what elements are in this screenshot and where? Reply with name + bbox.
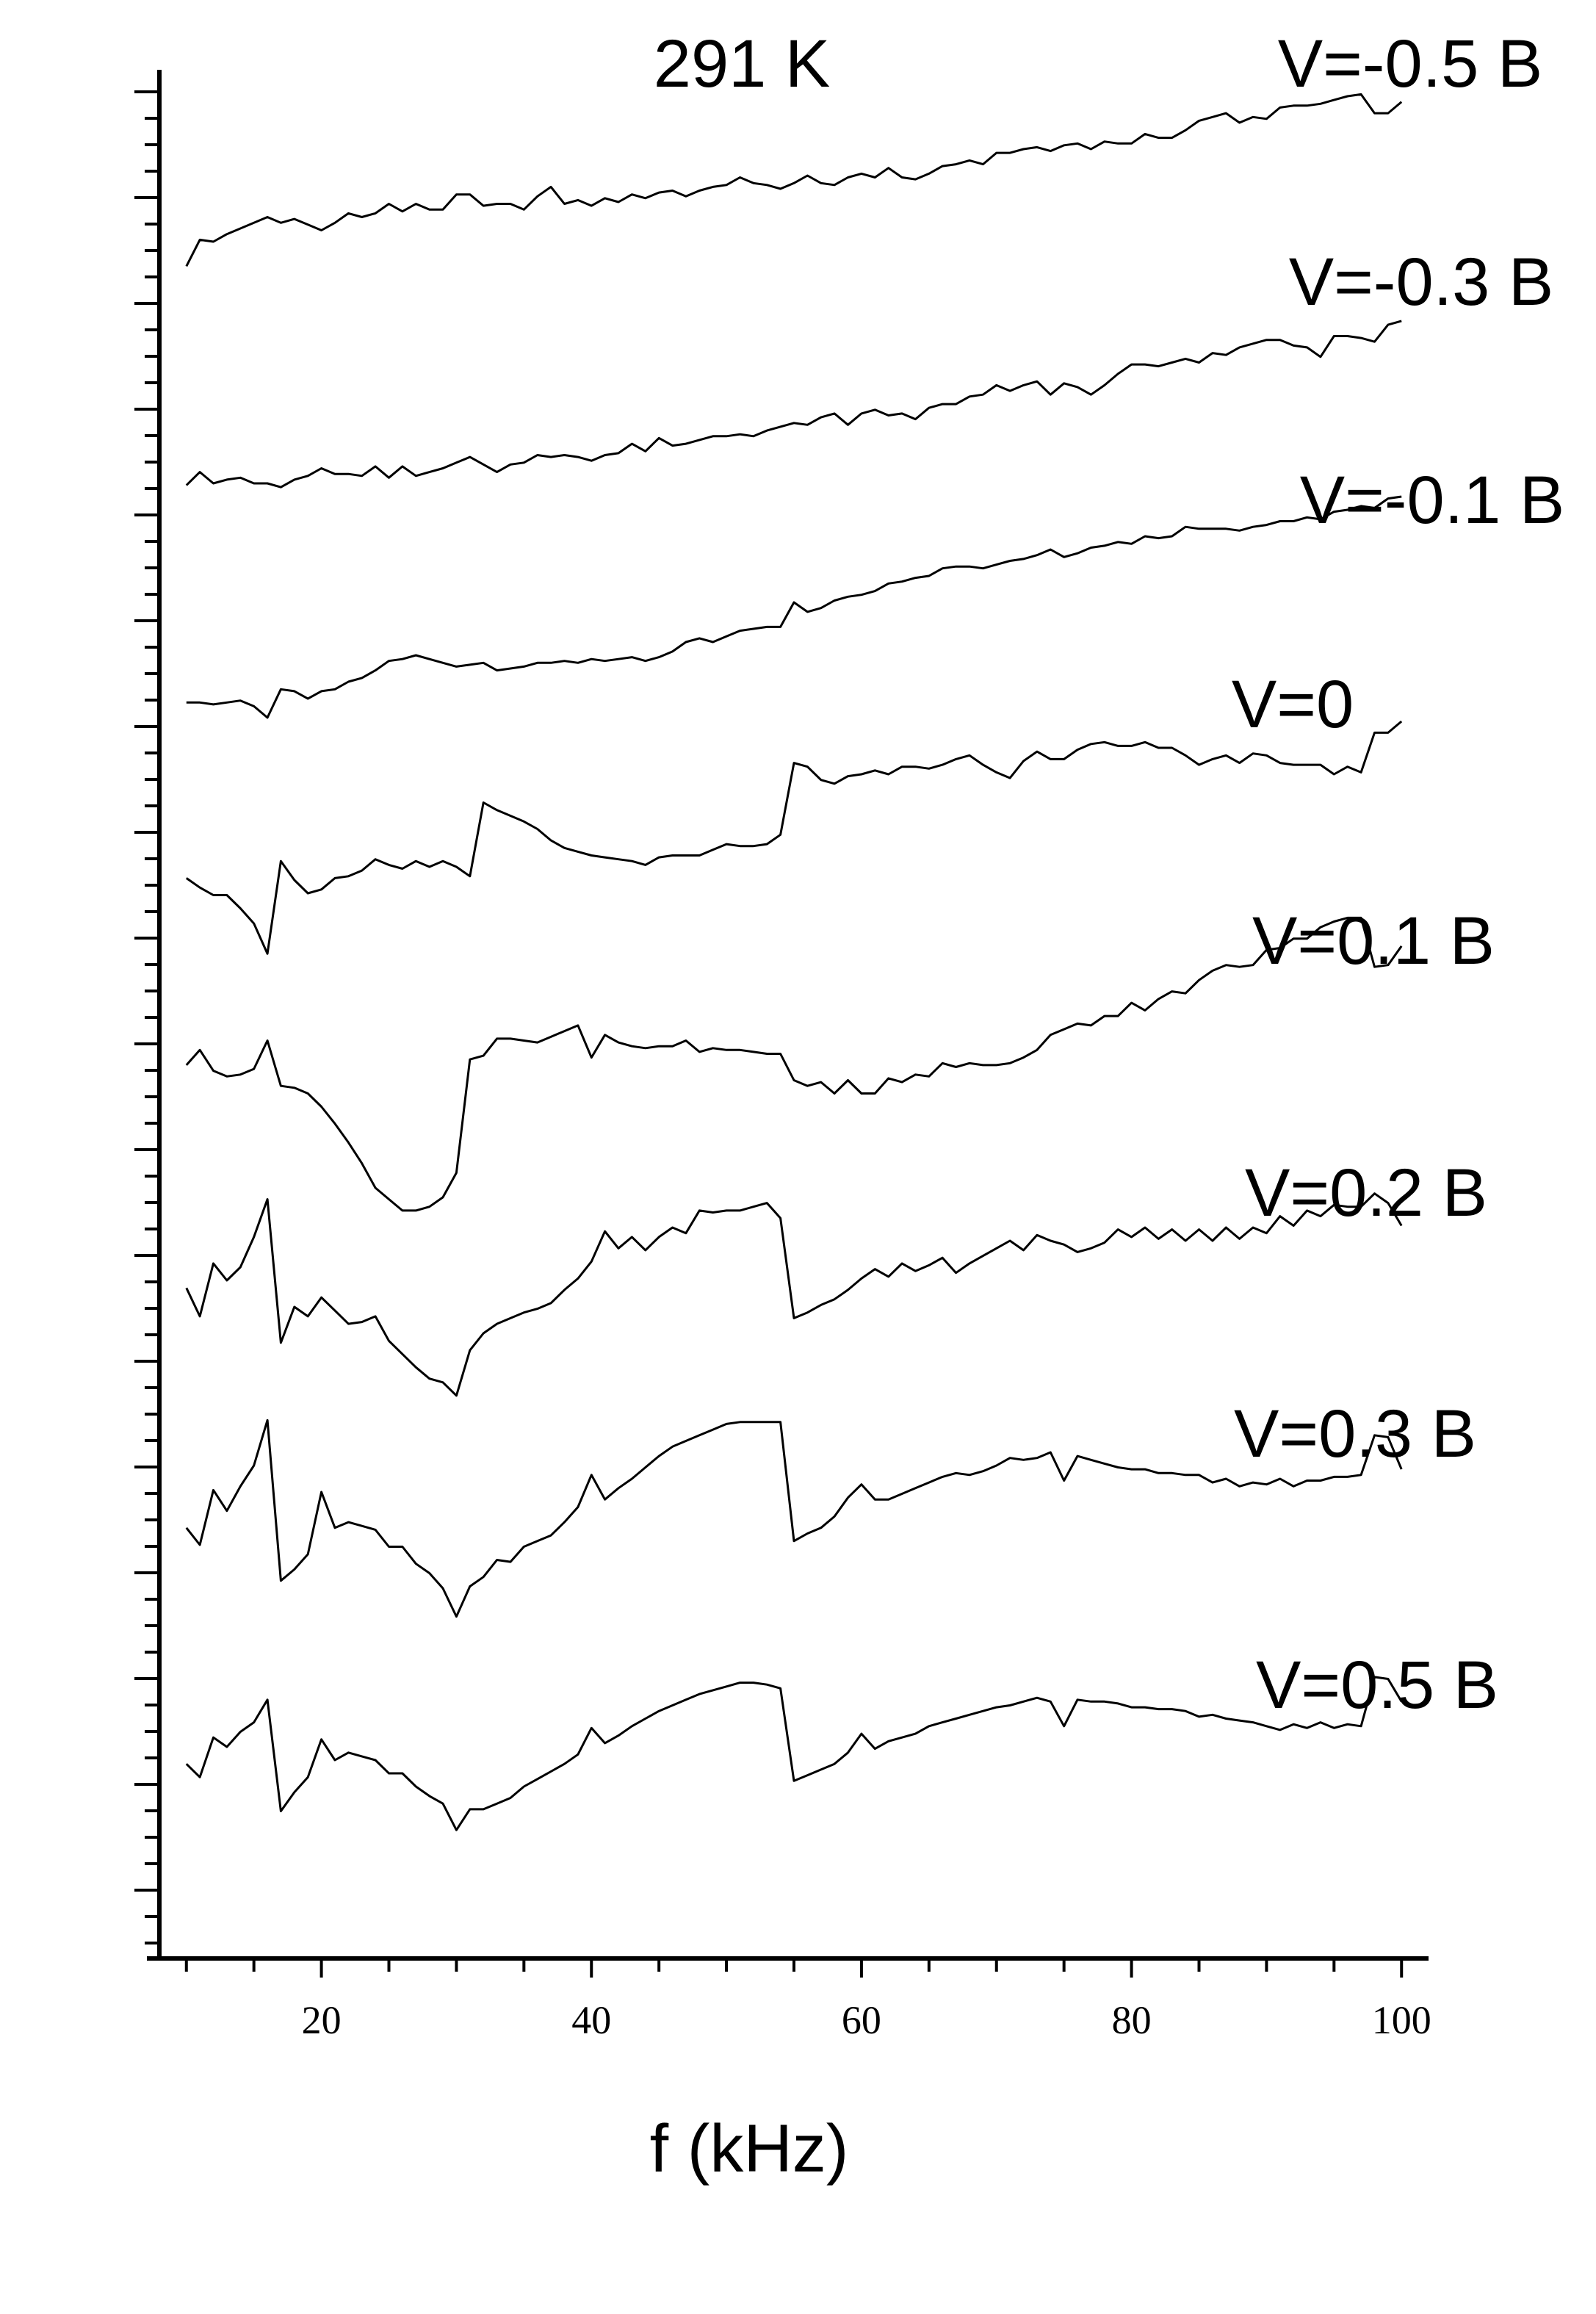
series-label: V=0.2 B: [1245, 1156, 1487, 1230]
series-line: [185, 720, 1403, 955]
series-line: [185, 1419, 1403, 1618]
series-line: [185, 93, 1403, 267]
x-tick-label: 60: [842, 1998, 881, 2042]
chart-title: 291 K: [654, 26, 830, 101]
series-line: [185, 1192, 1403, 1397]
x-axis-ticks: 20 40 60 80 100: [184, 1958, 1431, 2042]
x-tick-label: 80: [1112, 1998, 1152, 2042]
x-tick-label: 100: [1372, 1998, 1431, 2042]
series-line: [185, 320, 1402, 489]
series-label: V=-0.1 B: [1300, 463, 1565, 538]
series-line: [185, 1676, 1403, 1831]
series-labels: V=-0.5 B V=-0.3 B V=-0.1 B V=0 V=0.1 B V=0.2 …: [1232, 26, 1564, 1723]
series-lines: [185, 93, 1403, 1831]
series-line: [185, 916, 1403, 1212]
series-label: V=0.5 B: [1256, 1648, 1498, 1723]
x-axis-label: f (kHz): [650, 2111, 849, 2186]
series-label: V=-0.5 B: [1278, 26, 1543, 101]
series-line: [186, 495, 1402, 719]
series-label: V=0: [1232, 667, 1354, 742]
x-tick-label: 20: [302, 1998, 342, 2042]
y-axis-ticks: [134, 90, 159, 1944]
series-label: V=0.3 B: [1234, 1396, 1476, 1471]
x-tick-label: 40: [571, 1998, 611, 2042]
series-label: V=0.1 B: [1252, 904, 1495, 978]
series-label: V=-0.3 B: [1289, 245, 1554, 320]
